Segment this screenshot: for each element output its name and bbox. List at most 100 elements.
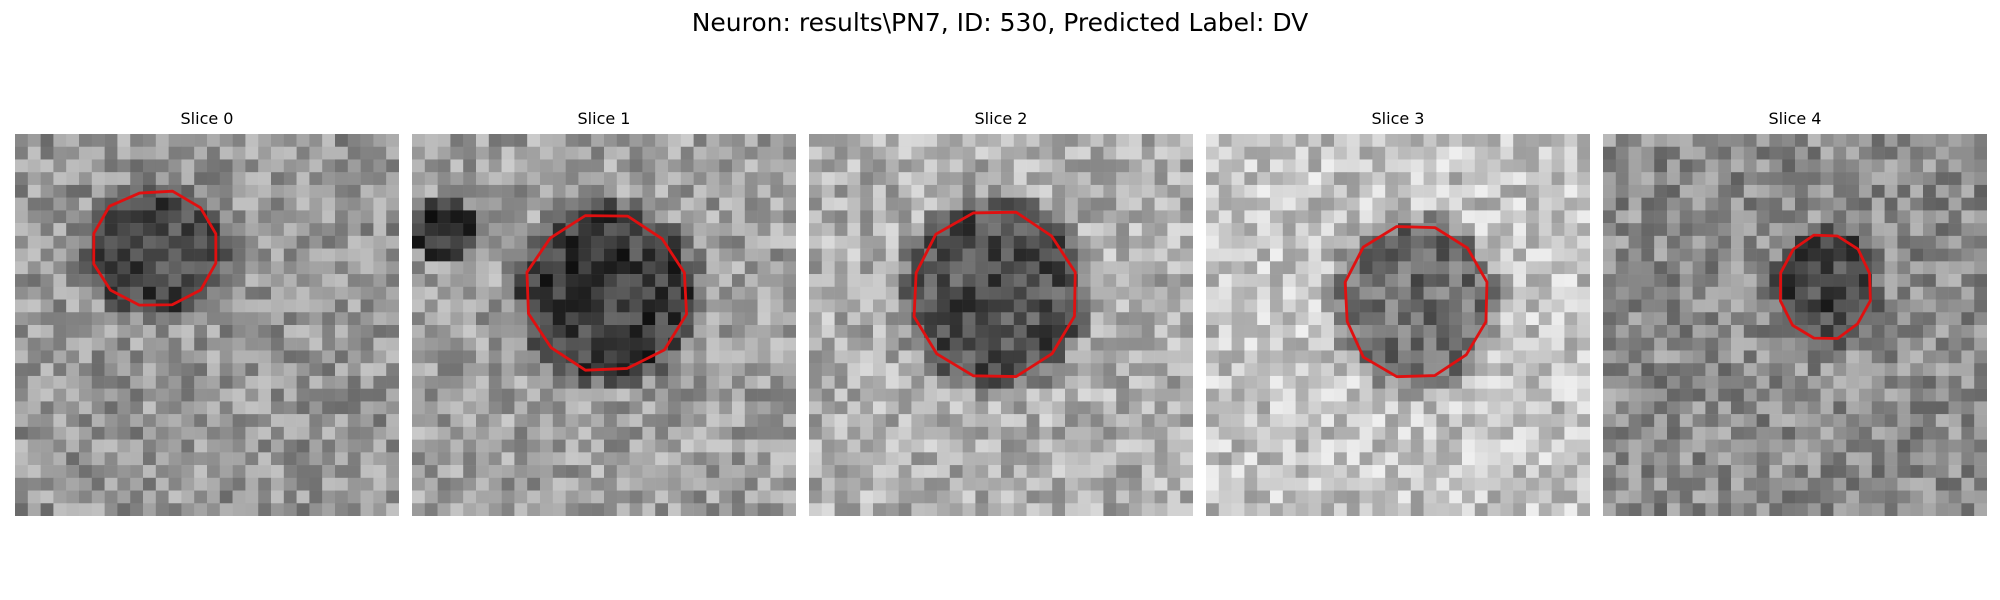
image-pixel [79,274,93,288]
image-pixel [668,401,682,415]
image-pixel [1244,401,1258,415]
image-pixel [1013,439,1027,453]
image-pixel [655,426,669,440]
image-pixel [309,350,323,364]
image-pixel [783,337,796,351]
image-pixel [168,248,182,262]
image-pixel [1462,375,1476,389]
image-pixel [1257,223,1271,237]
image-pixel [757,325,771,338]
image-pixel [1244,325,1258,338]
image-pixel [937,375,951,389]
image-pixel [1603,172,1617,186]
image-pixel [1654,388,1668,402]
image-pixel [937,159,951,173]
image-pixel [258,248,272,262]
image-pixel [27,312,41,326]
image-pixel [1564,261,1578,275]
image-pixel [283,235,297,249]
image-pixel [1654,503,1668,516]
image-pixel [1807,503,1821,516]
image-pixel [296,312,310,326]
image-pixel [1474,248,1488,262]
image-pixel [1500,248,1514,262]
image-pixel [1013,414,1027,428]
image-pixel [616,184,630,198]
image-pixel [1692,210,1706,224]
image-pixel [604,452,618,466]
image-pixel [1167,312,1181,326]
image-pixel [744,299,758,313]
image-pixel [732,223,746,237]
image-pixel [847,274,861,288]
image-pixel [476,414,490,428]
image-pixel [1705,452,1719,466]
image-pixel [1820,210,1834,224]
image-pixel [962,312,976,326]
image-pixel [104,134,118,147]
image-pixel [937,248,951,262]
image-pixel [847,401,861,415]
image-pixel [1372,172,1386,186]
image-pixel [53,235,67,249]
image-pixel [104,452,118,466]
image-pixel [1564,235,1578,249]
image-pixel [373,159,387,173]
image-pixel [1295,248,1309,262]
image-pixel [809,325,823,338]
image-pixel [770,210,784,224]
image-pixel [1871,286,1885,300]
image-pixel [1577,426,1590,440]
image-pixel [642,286,656,300]
image-pixel [1551,465,1565,479]
image-pixel [168,503,182,516]
image-pixel [847,375,861,389]
image-pixel [386,312,399,326]
image-pixel [809,223,823,237]
image-pixel [1474,503,1488,516]
image-pixel [1577,223,1590,237]
image-pixel [988,503,1002,516]
image-pixel [911,350,925,364]
image-pixel [15,465,29,479]
image-pixel [1833,401,1847,415]
image-pixel [476,235,490,249]
image-pixel [860,159,874,173]
image-pixel [488,503,502,516]
image-pixel [1218,414,1232,428]
image-pixel [181,286,195,300]
image-pixel [1116,363,1130,377]
image-pixel [1756,337,1770,351]
image-pixel [988,299,1002,313]
image-pixel [1129,414,1143,428]
image-pixel [1398,401,1412,415]
image-pixel [66,274,80,288]
image-pixel [1795,312,1809,326]
image-pixel [1077,414,1091,428]
image-pixel [744,312,758,326]
image-pixel [898,235,912,249]
image-pixel [1244,299,1258,313]
image-pixel [1577,414,1590,428]
image-pixel [104,235,118,249]
image-pixel [1423,146,1437,160]
image-pixel [1321,401,1335,415]
image-pixel [1756,274,1770,288]
image-pixel [1116,299,1130,313]
image-pixel [1910,261,1924,275]
image-pixel [1257,197,1271,211]
image-pixel [809,452,823,466]
image-pixel [104,248,118,262]
image-pixel [1859,477,1873,491]
image-pixel [66,401,80,415]
image-pixel [1487,286,1501,300]
image-pixel [27,375,41,389]
image-pixel [424,477,438,491]
image-pixel [181,172,195,186]
image-pixel [1731,337,1745,351]
image-pixel [1935,363,1949,377]
image-pixel [949,477,963,491]
image-pixel [655,159,669,173]
image-pixel [476,184,490,198]
image-pixel [1513,159,1527,173]
